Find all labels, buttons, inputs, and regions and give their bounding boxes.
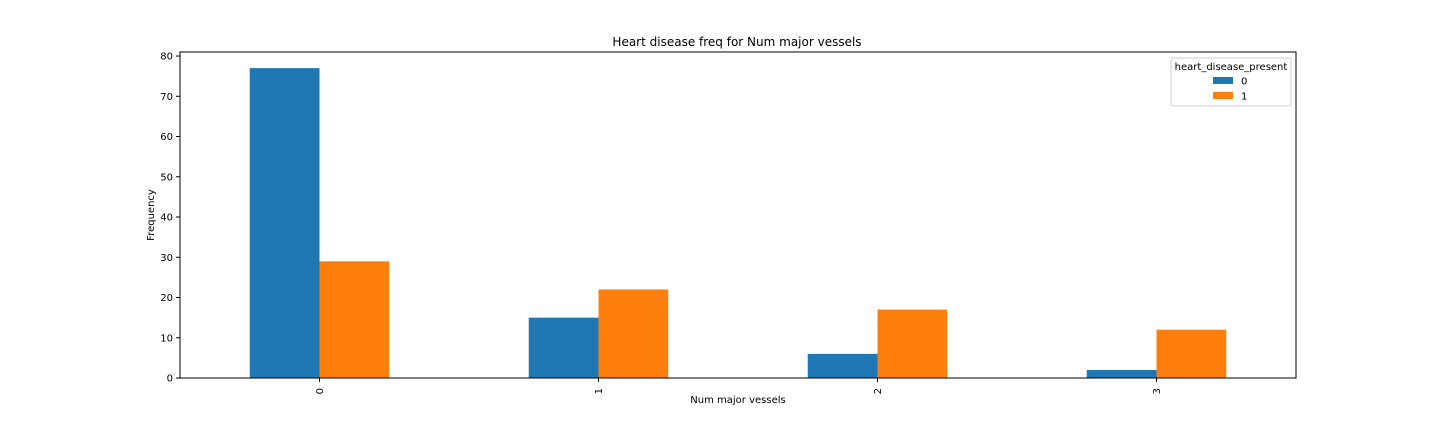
legend-swatch-0 bbox=[1213, 77, 1233, 84]
x-axis-label: Num major vessels bbox=[690, 395, 785, 406]
y-axis-label: Frequency bbox=[146, 189, 157, 241]
bar-series-1-cat-3 bbox=[1156, 329, 1227, 378]
bar-series-0-cat-1 bbox=[528, 317, 599, 378]
legend-title: heart_disease_present bbox=[1175, 62, 1288, 73]
bar-series-0-cat-0 bbox=[249, 68, 320, 379]
y-tick-label: 80 bbox=[160, 52, 173, 63]
y-tick-label: 30 bbox=[160, 253, 173, 264]
chart-title: Heart disease freq for Num major vessels bbox=[612, 35, 861, 49]
x-tick-label: 0 bbox=[315, 388, 326, 394]
legend-label-1: 1 bbox=[1241, 92, 1247, 103]
legend-label-0: 0 bbox=[1241, 77, 1247, 88]
y-tick-label: 0 bbox=[167, 374, 173, 385]
y-tick-label: 20 bbox=[160, 293, 173, 304]
y-tick-label: 70 bbox=[160, 92, 173, 103]
x-tick-label: 2 bbox=[873, 388, 884, 394]
legend-swatch-1 bbox=[1213, 92, 1233, 99]
x-axis: 0 1 2 3 bbox=[315, 378, 1163, 394]
bar-series-1-cat-1 bbox=[598, 289, 669, 378]
legend: heart_disease_present 0 1 bbox=[1170, 57, 1292, 107]
y-tick-label: 40 bbox=[160, 213, 173, 224]
x-tick-label: 3 bbox=[1152, 388, 1163, 394]
y-tick-label: 60 bbox=[160, 132, 173, 143]
bars-group bbox=[249, 68, 1227, 379]
bar-series-1-cat-2 bbox=[877, 309, 948, 378]
x-tick-label: 1 bbox=[594, 388, 605, 394]
bar-series-1-cat-0 bbox=[319, 261, 390, 378]
y-axis: 0 10 20 30 40 50 60 70 80 bbox=[160, 52, 180, 385]
y-tick-label: 50 bbox=[160, 172, 173, 183]
bar-series-0-cat-2 bbox=[807, 353, 878, 378]
bar-series-0-cat-3 bbox=[1086, 369, 1157, 378]
y-tick-label: 10 bbox=[160, 333, 173, 344]
plot-frame bbox=[179, 51, 1297, 379]
